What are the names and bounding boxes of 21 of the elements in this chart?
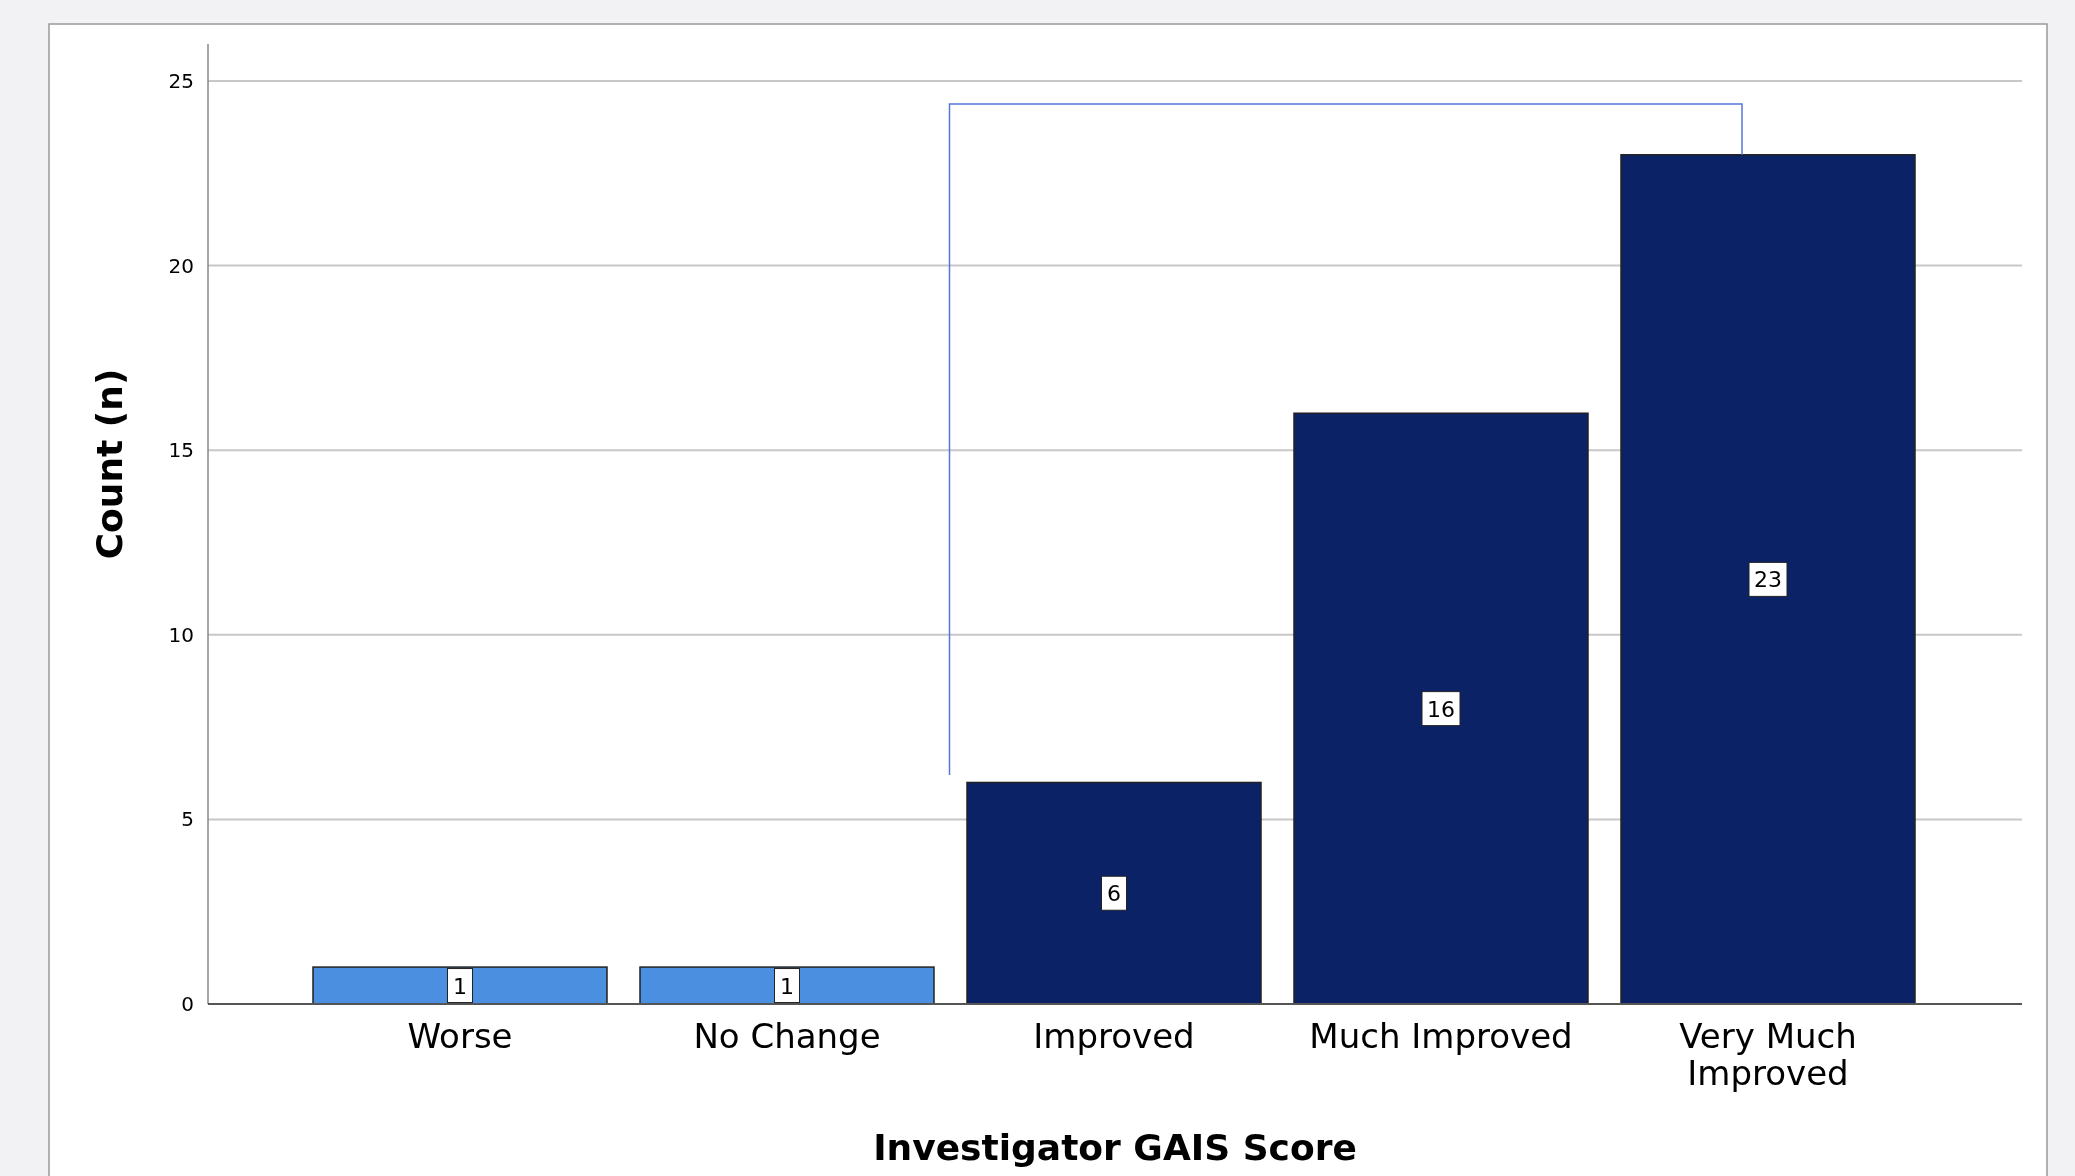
bar bbox=[966, 781, 1262, 1005]
y-axis-title: Count (n) bbox=[89, 368, 130, 560]
bar bbox=[639, 966, 935, 1005]
y-tick-label: 5 bbox=[181, 807, 194, 832]
data-label: 23 bbox=[1754, 567, 1782, 593]
y-tick-label: 10 bbox=[168, 622, 194, 647]
y-tick-label: 15 bbox=[168, 438, 194, 463]
data-label: 6 bbox=[1107, 881, 1121, 907]
data-label: 16 bbox=[1427, 696, 1455, 722]
data-label: 1 bbox=[453, 973, 467, 999]
bar bbox=[312, 966, 608, 1005]
x-tick-label: Much Improved bbox=[1309, 1016, 1573, 1056]
x-tick-label: Worse bbox=[407, 1016, 513, 1056]
x-tick-label: Very Much Improved bbox=[1679, 1016, 1857, 1093]
y-tick-label: 0 bbox=[181, 992, 194, 1016]
x-axis-title: Investigator GAIS Score bbox=[873, 1127, 1357, 1168]
y-tick-label: 20 bbox=[168, 253, 194, 278]
x-tick-label: Improved bbox=[1033, 1016, 1195, 1056]
x-tick-label: No Change bbox=[693, 1016, 881, 1056]
data-label: 1 bbox=[780, 973, 794, 999]
y-tick-label: 25 bbox=[168, 68, 194, 93]
